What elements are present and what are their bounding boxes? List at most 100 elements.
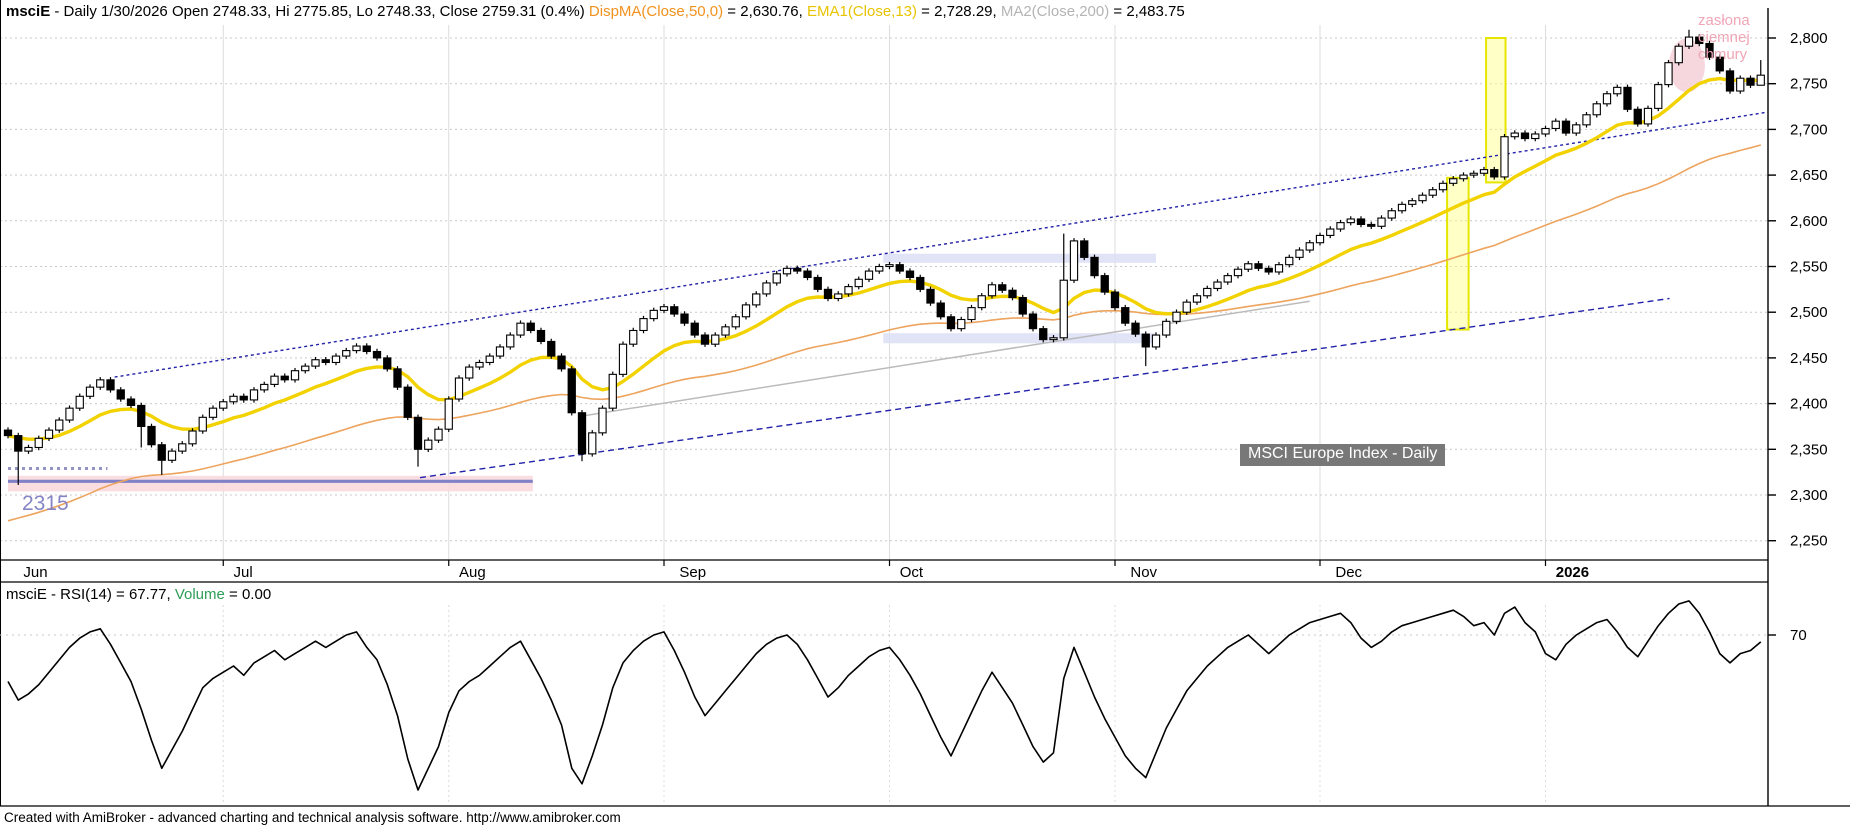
candle-up	[598, 407, 607, 434]
note-line-1: zasłona	[1698, 12, 1750, 29]
candle-up	[875, 265, 884, 272]
ma2-value: = 2,483.75	[1109, 3, 1185, 20]
candle-down	[1490, 169, 1499, 178]
candle-up	[1551, 120, 1560, 130]
candle-up	[1582, 114, 1591, 126]
price-axis-label: 2,700	[1790, 121, 1828, 138]
candle-up	[352, 345, 361, 352]
candle-up	[1510, 132, 1519, 138]
candle-up	[1182, 301, 1191, 313]
candle-down	[1367, 223, 1376, 227]
price-axis-label: 2,550	[1790, 259, 1828, 276]
candle-down	[413, 416, 423, 450]
candle-up	[1438, 182, 1448, 191]
candle-up	[1151, 334, 1161, 348]
rsi-axis-label: 70	[1790, 627, 1807, 644]
candle-down	[1705, 42, 1714, 58]
note-line-3: chmury	[1698, 46, 1748, 63]
candle-up	[485, 355, 494, 364]
candle-up	[55, 419, 64, 431]
price-panel-title: msciE - Daily 1/30/2026 Open 2748.33, Hi…	[6, 3, 1185, 20]
candle-up	[1336, 222, 1345, 230]
candle-up	[1069, 240, 1079, 281]
candle-up	[1315, 234, 1325, 244]
candle-down	[670, 306, 679, 315]
candle-down	[905, 270, 915, 279]
footer-credit: Created with AmiBroker - advanced charti…	[4, 810, 621, 825]
candle-up	[85, 386, 95, 397]
candle-down	[536, 329, 546, 342]
candle-down	[936, 302, 945, 318]
price-axis-label: 2,350	[1790, 441, 1828, 458]
candle-down	[393, 368, 402, 388]
candle-up	[1295, 249, 1304, 258]
candle-down	[157, 444, 166, 461]
candle-up	[731, 316, 740, 328]
candle-up	[65, 407, 74, 421]
candle-up	[1418, 194, 1427, 202]
ema1-value: = 2,728.29,	[917, 3, 1001, 20]
candle-up	[977, 295, 986, 309]
price-axis-label: 2,500	[1790, 304, 1828, 321]
ticker-symbol: msciE	[6, 3, 51, 20]
candle-down	[1131, 322, 1140, 335]
month-label-Oct: Oct	[900, 564, 924, 581]
candle-up	[1233, 268, 1243, 277]
ohlc-text: - Daily 1/30/2026 Open 2748.33, Hi 2775.…	[50, 3, 589, 20]
candle-up	[1305, 242, 1314, 251]
price-axis-label: 2,250	[1790, 533, 1828, 550]
candle-up	[608, 373, 617, 409]
candle-down	[1623, 86, 1632, 110]
candle-up	[219, 401, 228, 409]
candle-up	[1572, 124, 1581, 134]
candle-up	[1162, 320, 1171, 336]
candle-down	[1725, 70, 1735, 92]
month-label-Jul: Jul	[234, 564, 253, 581]
candle-up	[1592, 103, 1601, 116]
candle-down	[1018, 297, 1027, 315]
candle-up	[639, 318, 648, 332]
candle-up	[44, 429, 54, 439]
candle-up	[1192, 295, 1202, 303]
candle-up	[721, 326, 730, 336]
dispma-value: = 2,630.76,	[723, 3, 807, 20]
candle-down	[1080, 240, 1089, 258]
volume-label: Volume	[174, 586, 225, 603]
candle-up	[1285, 256, 1294, 266]
candle-up	[454, 377, 464, 400]
candle-up	[1674, 45, 1683, 64]
candle-up	[167, 450, 177, 461]
candle-up	[711, 334, 720, 345]
candle-down	[1264, 267, 1273, 273]
candle-up	[762, 282, 771, 295]
candle-up	[1172, 311, 1181, 322]
candle-up	[957, 318, 966, 330]
candle-up	[229, 395, 238, 403]
candle-up	[649, 309, 658, 320]
candle-down	[3, 429, 13, 437]
candle-up	[96, 379, 105, 388]
candle-up	[1203, 287, 1212, 297]
candle-up	[444, 398, 453, 430]
candle-up	[1664, 62, 1673, 86]
candle-down	[1121, 307, 1130, 324]
rsi-value-text: - RSI(14) = 67.77,	[46, 586, 175, 603]
candle-up	[34, 437, 43, 449]
candle-down	[1746, 77, 1755, 86]
candle-up	[752, 293, 761, 306]
candle-down	[577, 412, 587, 455]
month-label-Aug: Aug	[459, 564, 486, 581]
month-label-2026: 2026	[1556, 564, 1589, 581]
candle-up	[1654, 84, 1663, 109]
price-axis-label: 2,600	[1790, 213, 1828, 230]
candle-down	[946, 316, 956, 330]
candle-down	[557, 355, 566, 370]
candle-down	[403, 386, 412, 418]
candle-up	[772, 273, 781, 284]
ema1-label: EMA1(Close,13)	[806, 3, 918, 20]
volume-value: = 0.00	[224, 586, 272, 603]
candle-down	[147, 425, 156, 446]
candle-down	[926, 288, 935, 304]
rsi-panel-title: msciE - RSI(14) = 67.77, Volume = 0.00	[6, 586, 271, 603]
